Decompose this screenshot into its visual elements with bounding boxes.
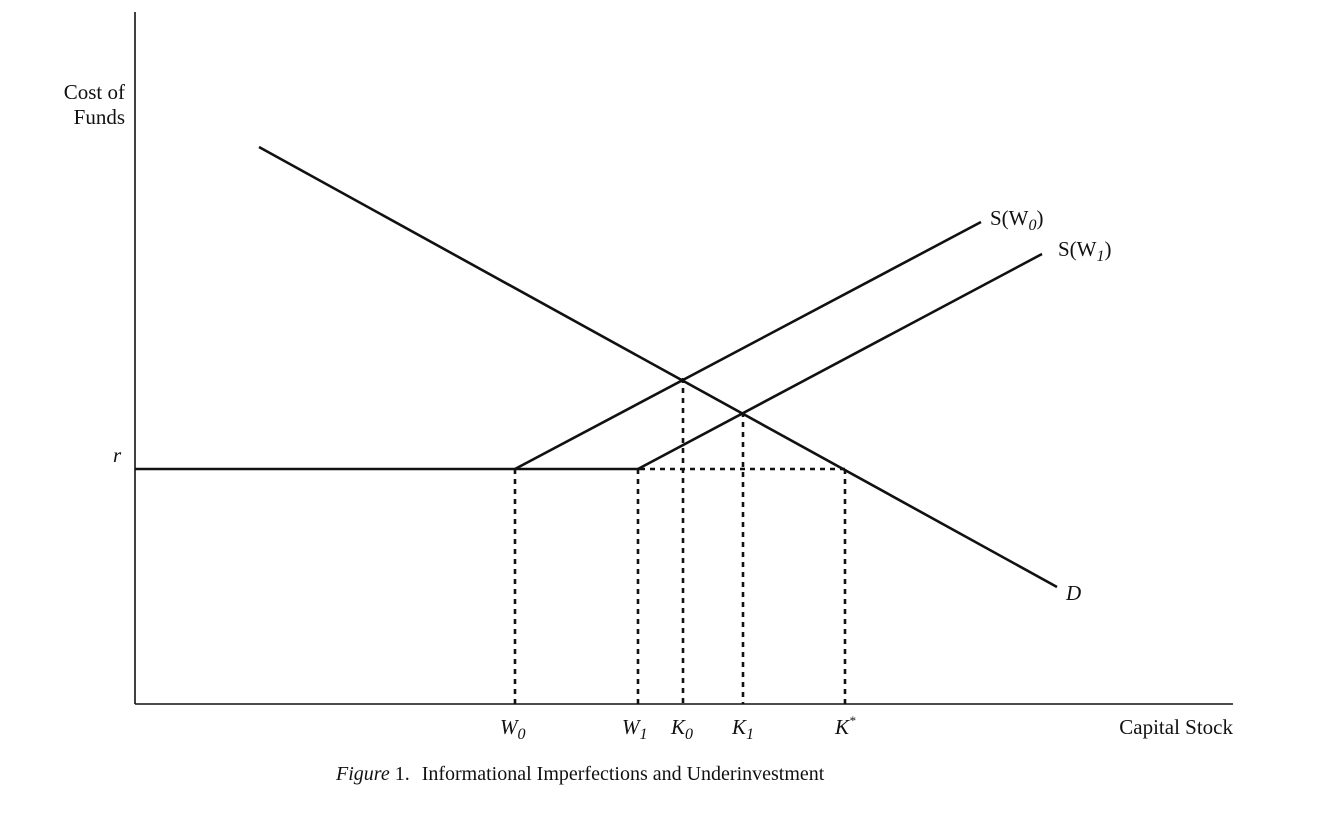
r-label: r <box>113 443 122 467</box>
tick-k1-base: K <box>731 715 747 739</box>
tick-w1-sub: 1 <box>640 726 648 743</box>
tick-w0-sub: 0 <box>518 726 526 743</box>
caption-figure-number: 1. <box>390 763 410 785</box>
supply1-label-prefix: S(W <box>1058 237 1097 261</box>
x-axis-label: Capital Stock <box>1119 715 1233 739</box>
supply0-label-close: ) <box>1037 206 1044 230</box>
y-axis-label-line1: Cost of <box>64 80 125 104</box>
tick-w0: W0 <box>500 715 526 743</box>
tick-w1-base: W <box>622 715 642 739</box>
supply-curve-w1 <box>637 252 1043 471</box>
y-axis-label-line2: Funds <box>74 105 125 129</box>
tick-w1: W1 <box>622 715 648 743</box>
tick-k1-sub: 1 <box>746 726 754 743</box>
supply1-label-sub: 1 <box>1097 248 1105 265</box>
demand-label: D <box>1065 581 1081 605</box>
tick-kstar-base: K <box>834 715 850 739</box>
figure-caption: Figure 1. Informational Imperfections and… <box>335 763 825 785</box>
caption-text: Informational Imperfections and Underinv… <box>422 763 825 785</box>
supply1-label-close: ) <box>1105 237 1112 261</box>
supply1-label: S(W1) <box>1058 237 1112 265</box>
tick-kstar-sup: * <box>849 713 856 728</box>
tick-w0-base: W <box>500 715 520 739</box>
tick-k0-sub: 0 <box>685 726 693 743</box>
supply0-label-prefix: S(W <box>990 206 1029 230</box>
supply0-label: S(W0) <box>990 206 1044 234</box>
demand-curve <box>258 145 1058 589</box>
tick-k0: K0 <box>670 715 693 743</box>
tick-k0-base: K <box>670 715 686 739</box>
supply-curve-w0 <box>514 220 982 471</box>
tick-k1: K1 <box>731 715 754 743</box>
caption-figure-word: Figure <box>335 763 390 785</box>
tick-kstar: K* <box>834 713 856 739</box>
supply0-label-sub: 0 <box>1029 217 1037 234</box>
